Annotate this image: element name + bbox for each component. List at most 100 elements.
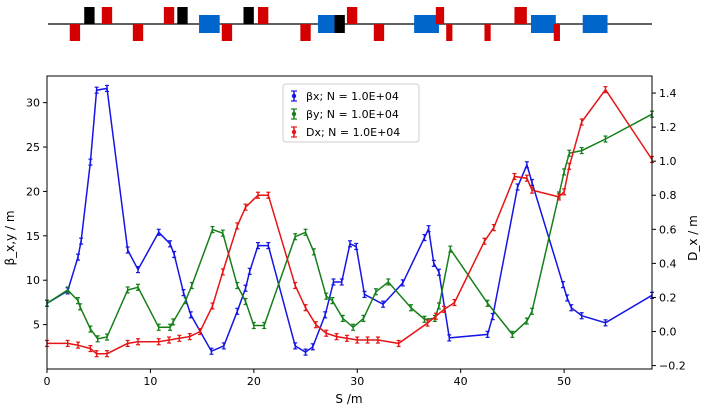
data-point [88,325,93,333]
series-layer [45,84,654,358]
y-left-tick-label: 5 [33,319,40,332]
data-point [512,172,517,181]
data-point [255,241,260,250]
data-point [330,297,335,305]
legend-entry: βy; N = 1.0E+04 [291,108,399,121]
x-tick-label: 30 [350,375,364,388]
data-point [340,314,345,322]
data-point [136,265,141,274]
data-point [183,297,188,305]
lattice-element-17 [446,24,453,41]
data-point [293,342,298,350]
lattice-element-15 [414,15,439,33]
series-0 [45,84,654,356]
legend-label: βy; N = 1.0E+04 [306,108,399,121]
data-point [442,305,447,313]
data-point [125,286,130,294]
data-point [567,149,572,157]
plot-area: 0 10 20 30 40 50 5 10 15 20 25 30 −0.2 0.0 0.2 0.4 0.6… [26,75,686,388]
data-point [168,323,173,331]
y-right-tick-label: 0.6 [659,223,677,236]
data-point [431,259,436,267]
x-tick-label: 10 [143,375,157,388]
y-left-tick-label: 20 [26,185,40,198]
lattice-element-8 [243,7,254,24]
data-point [354,242,359,251]
lattice-element-12 [334,15,345,33]
data-point [331,278,336,286]
y-left-tick-label: 25 [26,141,40,154]
lattice-element-18 [484,24,491,41]
y-right-tick-label: 0.2 [659,291,677,304]
data-point [436,302,441,310]
data-point [94,86,99,94]
data-point [188,311,193,319]
lattice-element-7 [221,24,233,41]
data-point [422,233,427,242]
data-point [409,304,414,312]
lattice-element-14 [373,24,385,41]
data-point [221,342,226,350]
data-point [293,233,298,241]
data-point [235,281,240,290]
series-1 [45,110,654,343]
data-point [362,290,367,299]
lattice-element-4 [163,7,175,24]
data-point [76,341,81,349]
data-point [156,338,161,346]
data-point [447,334,452,342]
x-tick-label: 50 [557,375,571,388]
data-point [491,224,496,232]
data-point [65,286,70,294]
data-point [210,302,215,310]
y-right-tick-label: 0.4 [659,257,677,270]
lattice-element-22 [582,15,608,33]
lattice-element-2 [101,7,113,24]
data-point [303,228,308,236]
data-point [310,343,315,351]
data-point [177,334,182,342]
legend-label: Dx; N = 1.0E+04 [306,126,400,139]
data-point [361,314,366,322]
data-point [251,321,256,330]
data-point [375,336,380,344]
data-point [156,228,161,236]
y-right-tick-label: −0.2 [659,360,686,373]
data-point [603,135,608,143]
data-point [88,344,93,353]
data-point [125,246,130,254]
data-point [524,174,529,182]
data-point [167,336,172,344]
lattice-element-0 [69,24,81,41]
x-tick-label: 0 [44,375,51,388]
data-point [565,294,570,302]
data-point [579,146,584,155]
x-tick-label: 20 [247,375,261,388]
data-point [78,303,83,311]
data-point [243,297,248,306]
data-point [396,339,401,348]
series-line [46,113,653,340]
data-point [243,284,248,292]
data-point [562,188,567,196]
data-point [485,330,490,338]
data-point [95,335,100,343]
data-point [210,226,215,234]
data-point [579,118,584,126]
data-point [355,336,360,344]
series-line [47,88,653,355]
y-left-axis-ticks: 5 10 15 20 25 30 [26,97,47,332]
data-point [171,318,176,326]
data-point [562,168,567,176]
data-point [189,281,194,290]
legend-entry: Dx; N = 1.0E+04 [291,126,400,139]
lattice-element-13 [346,7,358,24]
data-point [515,183,520,191]
data-point [262,321,267,330]
data-point [209,347,214,355]
data-point [243,203,248,211]
data-point [172,250,177,259]
data-point [181,289,186,297]
data-point [524,161,529,169]
data-point [530,307,535,315]
